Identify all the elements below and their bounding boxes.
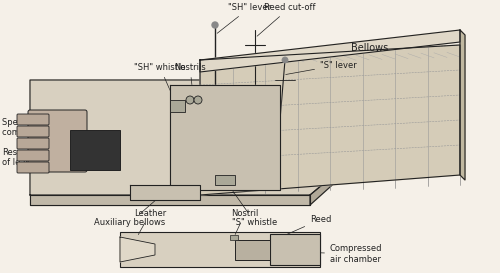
Circle shape: [194, 96, 202, 104]
Text: Nostrils: Nostrils: [174, 63, 206, 101]
FancyBboxPatch shape: [17, 138, 49, 149]
Text: "SH" whistle: "SH" whistle: [134, 63, 186, 103]
Text: Bellows: Bellows: [352, 43, 389, 53]
Text: Leather: Leather: [134, 209, 166, 235]
Text: Auxiliary bellows: Auxiliary bellows: [94, 194, 166, 227]
Polygon shape: [120, 237, 155, 262]
Text: Nostril: Nostril: [232, 209, 258, 235]
Bar: [170, 100, 185, 112]
Text: "S" whistle: "S" whistle: [226, 182, 278, 227]
Text: "S" lever: "S" lever: [286, 61, 357, 75]
Bar: [270, 234, 320, 265]
FancyBboxPatch shape: [17, 126, 49, 137]
Polygon shape: [460, 30, 465, 180]
Polygon shape: [30, 60, 340, 195]
Bar: [235, 240, 270, 260]
Text: Reed cut-off: Reed cut-off: [257, 3, 316, 36]
Text: "SH" lever: "SH" lever: [217, 3, 272, 33]
Text: Resonator
of leather: Resonator of leather: [2, 148, 44, 167]
Bar: [230, 235, 238, 240]
Text: Reed: Reed: [268, 215, 332, 243]
Polygon shape: [200, 45, 460, 195]
Polygon shape: [310, 170, 340, 205]
Polygon shape: [170, 85, 280, 190]
FancyBboxPatch shape: [17, 114, 49, 125]
Circle shape: [282, 57, 288, 63]
FancyBboxPatch shape: [17, 150, 49, 161]
Circle shape: [212, 22, 218, 28]
Polygon shape: [130, 185, 200, 200]
Polygon shape: [200, 30, 460, 72]
FancyBboxPatch shape: [17, 162, 49, 173]
Text: Speech sounds
come out here: Speech sounds come out here: [2, 118, 66, 137]
Bar: [70, 130, 120, 170]
Bar: [215, 175, 235, 185]
Bar: [120, 232, 320, 267]
Text: Compressed
air chamber: Compressed air chamber: [298, 244, 382, 264]
Circle shape: [186, 96, 194, 104]
FancyBboxPatch shape: [28, 110, 87, 172]
Polygon shape: [30, 195, 310, 205]
